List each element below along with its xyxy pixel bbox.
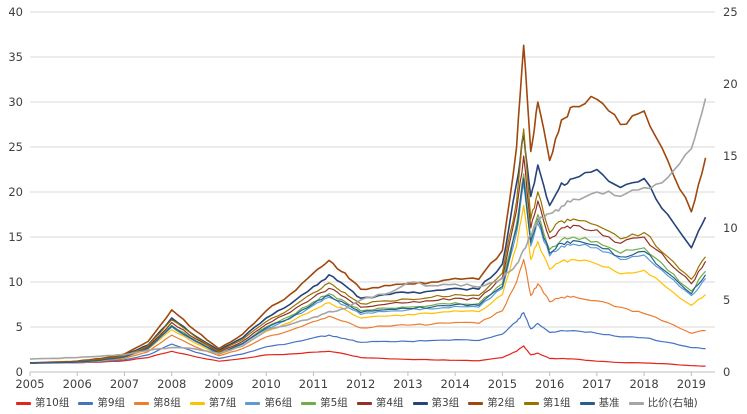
x-axis-tick-label: 2018 [629,377,658,391]
legend-label: 第7组 [208,396,237,409]
x-axis-tick-label: 2011 [299,377,328,391]
x-axis-tick-label: 2019 [677,377,706,391]
legend-swatch-icon [245,401,261,405]
x-axis-tick-label: 2012 [346,377,375,391]
legend-swatch-icon [78,401,94,405]
series-line-第2组 [29,44,707,364]
chart-plot-area: 0 5 10 15 20 25 30 35 40 0 5 10 15 20 25 2005 2006 2007 20… [8,5,738,391]
series-line-第8组 [29,258,706,364]
x-axis-tick-label: 2006 [63,377,92,391]
x-axis-tick-label: 2016 [535,377,564,391]
x-axis-tick-label: 2007 [110,377,139,391]
legend-label: 第10组 [35,396,70,409]
series-line-第3组 [29,132,707,364]
legend-label: 第3组 [431,396,460,409]
x-axis-tick-label: 2017 [582,377,611,391]
left-axis-tick-label: 0 [16,365,23,379]
left-axis-tick-label: 30 [8,95,23,109]
left-axis-tick-label: 10 [8,275,23,289]
legend-item-第1组[interactable]: 第1组 [523,396,571,409]
x-axis-tick-label: 2008 [157,377,186,391]
legend-item-第8组[interactable]: 第8组 [134,398,181,409]
legend-swatch-icon [356,401,372,405]
legend-item-第7组[interactable]: 第7组 [189,396,237,409]
legend-item-第9组[interactable]: 第9组 [78,398,125,409]
legend-swatch-icon [579,401,595,405]
legend-item-第10组[interactable]: 第10组 [16,398,69,409]
legend-swatch-icon [301,401,317,405]
legend-label: 第8组 [153,396,181,409]
legend-label: 第2组 [487,396,515,409]
series-line-第7组 [29,204,706,364]
left-axis-tick-label: 5 [16,320,23,334]
x-axis-tick-label: 2014 [441,377,470,391]
series-line-第1组 [29,128,707,364]
legend-item-基准[interactable]: 基准 [579,396,620,409]
legend-swatch-icon [468,401,484,405]
series-line-第10组 [29,345,706,367]
x-axis-tick-label: 2013 [393,377,422,391]
legend-label: 第9组 [97,396,126,409]
legend-label: 第4组 [375,396,404,409]
legend-label: 第6组 [264,396,293,409]
legend-swatch-icon [16,401,31,405]
right-axis-tick-label: 10 [723,221,738,235]
chart-legend: 第10组 第9组 第8组 第7组 第6组 第5组 第4组 第3组 第2组 第1组 基准 比价(右轴) [0,392,747,413]
left-axis-tick-label: 15 [8,230,23,244]
left-axis-tick-label: 20 [8,185,23,199]
series-line-比价(右轴) [29,98,707,360]
legend-label: 第5组 [320,396,348,409]
series-line-第6组 [29,182,707,364]
legend-item-第6组[interactable]: 第6组 [245,398,292,409]
legend-item-第3组[interactable]: 第3组 [412,396,460,409]
x-axis-tick-label: 2009 [204,377,233,391]
right-axis-tick-label: 5 [723,293,730,307]
x-axis-tick-label: 2010 [252,377,281,391]
legend-swatch-icon [523,401,539,405]
legend-item-第4组[interactable]: 第4组 [356,396,404,409]
legend-item-第2组[interactable]: 第2组 [468,398,515,409]
right-axis-tick-label: 0 [723,365,730,379]
legend-item-第5组[interactable]: 第5组 [301,398,348,409]
series-line-基准 [29,177,707,364]
x-axis-tick-label: 2015 [488,377,517,391]
legend-label: 第1组 [542,396,571,409]
left-axis-tick-label: 25 [8,140,23,154]
right-axis-tick-label: 15 [723,149,738,163]
x-axis-tick-label: 2005 [15,377,44,391]
left-axis-tick-label: 40 [8,5,23,19]
series-line-第5组 [29,173,706,364]
legend-label: 基准 [598,396,620,409]
legend-swatch-icon [412,401,428,405]
legend-swatch-icon [189,401,205,405]
right-axis-tick-label: 20 [723,77,738,91]
series-line-第9组 [29,312,706,364]
legend-label: 比价(右轴) [647,396,698,409]
series-line-第4组 [29,155,707,364]
legend-swatch-icon [628,401,644,405]
left-axis-tick-label: 35 [8,50,23,64]
right-axis-tick-label: 25 [723,5,738,19]
legend-item-比价(右轴)[interactable]: 比价(右轴) [628,396,698,409]
legend-swatch-icon [134,401,150,405]
